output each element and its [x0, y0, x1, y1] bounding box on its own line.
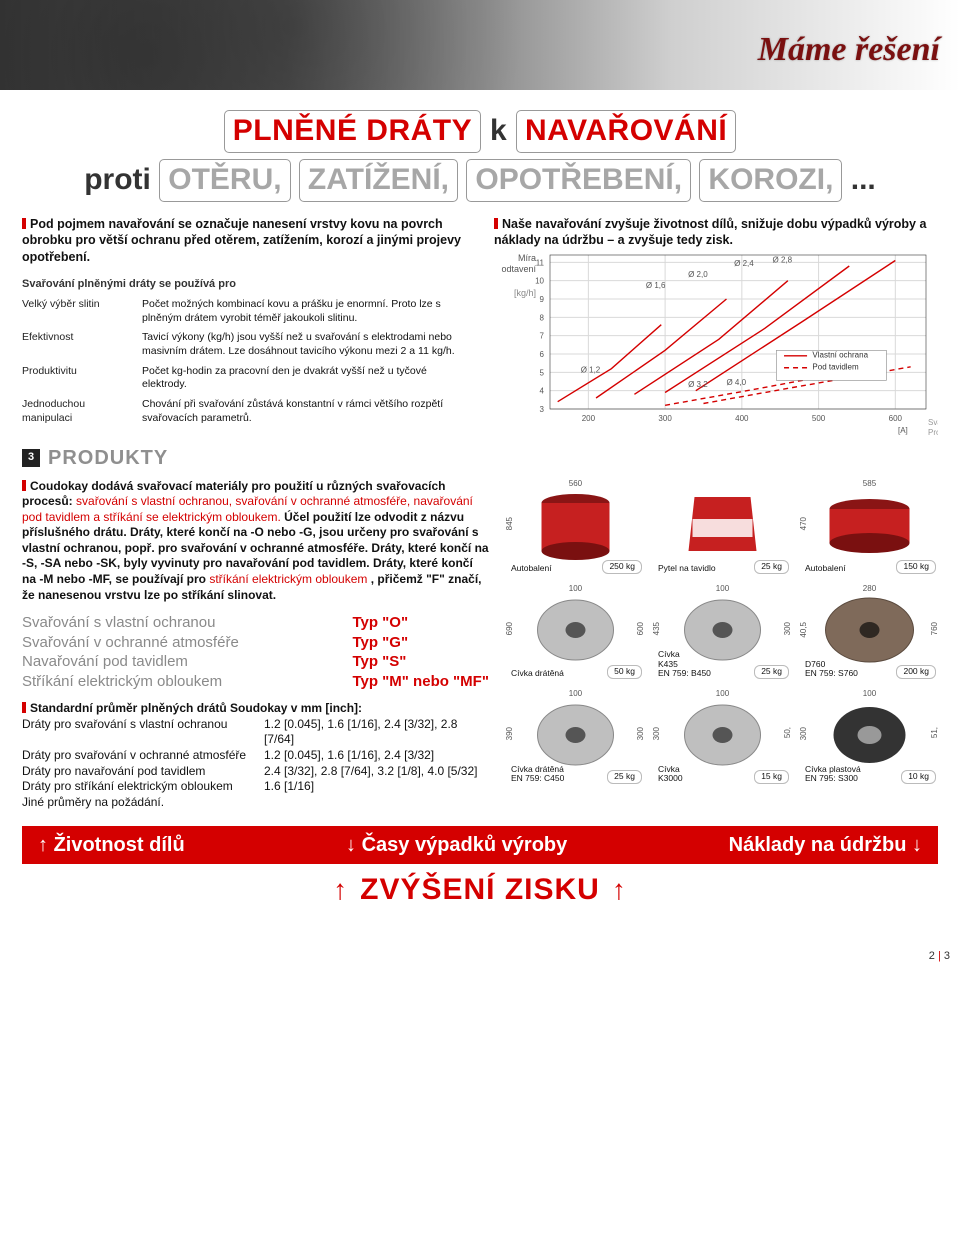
pack-caption: D760EN 759: S760: [805, 660, 858, 679]
uses-table: Velký výběr slitinPočet možných kombinac…: [22, 295, 466, 428]
pack-weight: 15 kg: [754, 770, 789, 783]
banner-slogan: Máme řešení: [758, 28, 940, 72]
packaging-item: Cívka plastováEN 795: S300 10 kg10030051…: [801, 689, 938, 784]
uses-key: Jednoduchou manipulaci: [22, 395, 142, 428]
packaging-grid: Autobalení 250 kg560845 Pytel na tavidlo…: [507, 479, 938, 784]
lead-left: Pod pojmem navařování se označuje nanese…: [22, 216, 466, 265]
uses-heading: Svařování plněnými dráty se používá pro: [22, 277, 466, 291]
title-box-2: NAVAŘOVÁNÍ: [516, 110, 736, 153]
melt-rate-chart: Míra odtavení [kg/h] 3456789101120030040…: [494, 249, 938, 439]
packaging-item: Cívka drátěnáEN 759: C450 25 kg100390300: [507, 689, 644, 784]
svg-text:3: 3: [540, 405, 545, 414]
svg-text:Ø 4,0: Ø 4,0: [726, 378, 746, 387]
pack-weight: 25 kg: [607, 770, 642, 783]
pack-caption: CívkaK435EN 759: B450: [658, 650, 711, 678]
svg-text:Ø 1,2: Ø 1,2: [581, 365, 601, 374]
type-table: Svařování s vlastní ochranouTyp "O"Svařo…: [22, 613, 489, 691]
uses-key: Produktivitu: [22, 362, 142, 395]
svg-text:[A]: [A]: [898, 426, 908, 435]
pack-caption: CívkaK3000: [658, 765, 683, 784]
pack-caption: Cívka drátěná: [511, 669, 564, 678]
pack-caption: Pytel na tavidlo: [658, 564, 716, 573]
page-number: 2 | 3: [0, 923, 960, 969]
benefit-band: ↑ Životnost dílů ↓ Časy výpadků výroby N…: [22, 826, 938, 864]
svg-text:8: 8: [540, 313, 545, 322]
arrow-down-icon: ↓: [346, 834, 356, 856]
uses-val: Chování při svařování zůstává konstantní…: [142, 395, 466, 428]
svg-text:Ø 1,6: Ø 1,6: [646, 281, 666, 290]
uses-val: Počet kg-hodin za pracovní den je dvakrá…: [142, 362, 466, 395]
packaging-item: Pytel na tavidlo 25 kg: [654, 479, 791, 574]
lead-right: Naše navařování zvyšuje životnost dílů, …: [494, 216, 938, 249]
pack-caption: Cívka plastováEN 795: S300: [805, 765, 861, 784]
packaging-item: Cívka drátěná 50 kg100690600: [507, 584, 644, 679]
arrow-down-icon: ↓: [912, 834, 922, 856]
page-title: PLNĚNÉ DRÁTY k NAVAŘOVÁNÍ proti OTĚRU, Z…: [22, 110, 938, 202]
packaging-item: D760EN 759: S760 200 kg28040,5760: [801, 584, 938, 679]
svg-text:500: 500: [812, 414, 826, 423]
top-banner: Máme řešení: [0, 0, 960, 90]
pack-weight: 25 kg: [754, 665, 789, 678]
packaging-item: Autobalení 250 kg560845: [507, 479, 644, 574]
section-number: 3: [22, 449, 40, 467]
svg-text:5: 5: [540, 368, 545, 377]
svg-text:Ø 2,8: Ø 2,8: [773, 255, 793, 264]
svg-text:Vlastní ochrana: Vlastní ochrana: [812, 350, 868, 359]
svg-text:Ø 2,4: Ø 2,4: [734, 259, 754, 268]
arrow-up-icon: ↑: [600, 874, 639, 905]
pack-weight: 200 kg: [896, 665, 936, 678]
packaging-item: CívkaK435EN 759: B450 25 kg100435300: [654, 584, 791, 679]
pack-weight: 150 kg: [896, 560, 936, 573]
svg-text:400: 400: [735, 414, 749, 423]
section-title: PRODUKTY: [48, 445, 168, 471]
uses-val: Počet možných kombinací kovu a prášku je…: [142, 295, 466, 328]
svg-text:6: 6: [540, 350, 545, 359]
uses-key: Velký výběr slitin: [22, 295, 142, 328]
packaging-item: CívkaK3000 15 kg10030050,: [654, 689, 791, 784]
pack-weight: 250 kg: [602, 560, 642, 573]
svg-text:600: 600: [889, 414, 903, 423]
svg-text:Svařovací: Svařovací: [928, 418, 938, 427]
arrow-up-icon: ↑: [38, 834, 48, 856]
svg-text:300: 300: [658, 414, 672, 423]
svg-text:7: 7: [540, 331, 545, 340]
profit-band: ↑ZVÝŠENÍ ZISKU↑: [22, 870, 938, 909]
products-paragraph: Соudokay dodává svařovací materiály pro …: [22, 479, 489, 604]
svg-text:10: 10: [535, 276, 544, 285]
section-tab: 3 PRODUKTY: [22, 445, 938, 471]
pack-weight: 25 kg: [754, 560, 789, 573]
pack-caption: Autobalení: [805, 564, 846, 573]
svg-text:4: 4: [540, 386, 545, 395]
pack-caption: Autobalení: [511, 564, 552, 573]
title-box-1: PLNĚNÉ DRÁTY: [224, 110, 481, 153]
svg-text:Pod tavidlem: Pod tavidlem: [812, 362, 859, 371]
arrow-up-icon: ↑: [321, 874, 360, 905]
uses-key: Efektivnost: [22, 328, 142, 361]
packaging-item: Autobalení 150 kg585470: [801, 479, 938, 574]
svg-text:11: 11: [536, 258, 545, 267]
pack-caption: Cívka drátěnáEN 759: C450: [511, 765, 564, 784]
pack-weight: 10 kg: [901, 770, 936, 783]
pack-weight: 50 kg: [607, 665, 642, 678]
svg-text:Ø 2,0: Ø 2,0: [688, 270, 708, 279]
diameter-block: Standardní průměr plněných drátů Soudoka…: [22, 701, 489, 810]
svg-text:9: 9: [540, 295, 545, 304]
svg-text:200: 200: [582, 414, 596, 423]
svg-text:Proud: Proud: [928, 428, 938, 437]
svg-text:Ø 3,2: Ø 3,2: [688, 380, 708, 389]
uses-val: Tavicí výkony (kg/h) jsou vyšší než u sv…: [142, 328, 466, 361]
